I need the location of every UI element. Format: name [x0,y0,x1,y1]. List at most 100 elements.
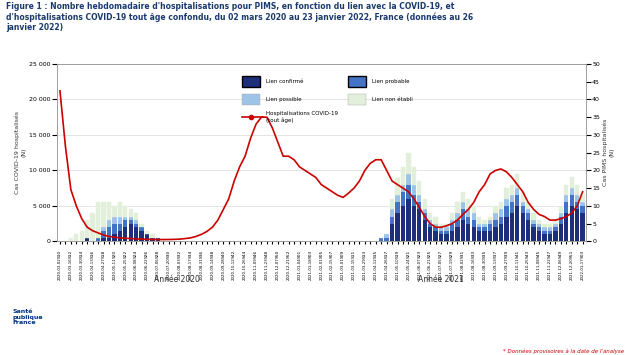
Bar [526,220,530,241]
Bar [406,153,411,174]
Y-axis label: Cas COVID-19 hospitalisés
(N): Cas COVID-19 hospitalisés (N) [15,111,26,194]
Text: S11: S11 [352,250,356,258]
Bar [520,213,525,241]
Bar [455,213,460,220]
Text: 2021-02-15: 2021-02-15 [330,257,334,280]
Bar [428,213,432,220]
Bar [504,188,508,199]
Text: S36: S36 [200,250,203,258]
Bar [107,238,111,241]
Text: Hospitalisations COVID-19
(tout âge): Hospitalisations COVID-19 (tout âge) [266,111,338,123]
Bar [542,224,547,227]
Bar [112,217,117,224]
Text: S12: S12 [69,250,73,258]
Bar [499,217,503,224]
Bar [396,195,399,202]
Bar [548,224,552,227]
Bar [145,231,149,234]
Bar [466,217,471,224]
Bar [559,217,563,224]
Bar [423,213,427,220]
Text: 2021-12-20: 2021-12-20 [570,257,574,280]
Bar [575,185,580,195]
Bar [466,209,471,217]
Bar [580,206,585,213]
Bar [559,206,563,213]
Bar [520,192,525,202]
Bar [390,217,394,224]
Bar [145,234,149,241]
Bar [118,224,122,231]
Text: S13: S13 [363,250,367,258]
Bar [461,192,465,202]
Bar [483,231,487,241]
Bar [139,231,144,241]
Bar [461,220,465,241]
Text: S30: S30 [167,250,171,258]
Text: S31: S31 [461,250,465,258]
Bar [493,206,498,213]
Bar [499,202,503,209]
Bar [455,227,460,241]
Text: 2021-04-26: 2021-04-26 [385,257,389,280]
Text: 2021-06-21: 2021-06-21 [428,257,432,280]
Text: 2021-09-13: 2021-09-13 [493,257,498,280]
Bar [129,209,133,217]
Bar [417,195,421,202]
Text: Lien confirmé: Lien confirmé [266,79,303,84]
Bar [542,234,547,241]
Text: S51: S51 [570,250,574,258]
Bar [559,213,563,217]
Text: S14: S14 [80,250,84,258]
Text: Santé
publique
France: Santé publique France [13,309,43,326]
Text: S16: S16 [91,250,94,258]
Bar [85,238,89,241]
Bar [537,224,541,227]
Text: 2021-03-01: 2021-03-01 [341,257,345,280]
Bar [564,195,568,202]
Bar [379,238,384,241]
Bar [553,224,558,227]
Text: 2021-11-22: 2021-11-22 [548,257,552,280]
Bar [439,234,444,241]
Bar [417,202,421,209]
Text: * Données provisoires à la date de l'analyse: * Données provisoires à la date de l'ana… [503,349,624,354]
Bar [433,224,438,227]
Text: S47: S47 [548,250,552,258]
Text: 2021-03-29: 2021-03-29 [363,257,367,280]
Text: 2020-03-16: 2020-03-16 [69,257,73,280]
Bar [477,224,481,227]
Bar [532,227,536,241]
Text: 2020-03-30: 2020-03-30 [80,257,84,280]
Text: 2021-12-06: 2021-12-06 [559,257,563,280]
Bar [559,224,563,241]
Text: 2021-09-27: 2021-09-27 [505,257,508,280]
Text: 2021-11-08: 2021-11-08 [537,257,541,280]
Bar [520,202,525,206]
Text: 2021-01-18: 2021-01-18 [309,257,312,280]
Bar [553,231,558,241]
Text: 2021-08-30: 2021-08-30 [483,257,486,280]
Bar [129,224,133,241]
Bar [439,224,444,227]
Bar [411,195,416,206]
Text: S24: S24 [134,250,138,258]
Text: 2020-07-06: 2020-07-06 [156,257,160,280]
Bar [520,206,525,213]
Bar [118,231,122,241]
Text: 2021-05-10: 2021-05-10 [396,257,399,280]
Bar [515,174,520,188]
Bar [444,231,449,234]
Bar [139,227,144,231]
Bar [580,202,585,206]
Bar [129,217,133,220]
Bar [510,213,514,241]
Text: 2021-10-25: 2021-10-25 [526,257,530,280]
Bar [477,231,481,241]
Text: 2020-10-26: 2020-10-26 [243,257,247,280]
FancyBboxPatch shape [242,94,260,105]
Text: S32: S32 [178,250,181,258]
Bar [85,220,89,238]
Bar [542,231,547,234]
Text: S20: S20 [112,250,117,258]
